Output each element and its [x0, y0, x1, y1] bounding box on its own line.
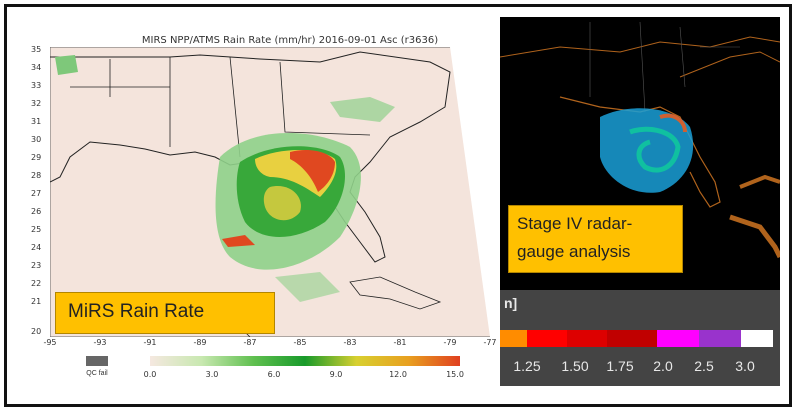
atlantic-coast — [679, 51, 780, 78]
lat-tick: 35 — [31, 45, 42, 54]
rain-heavy — [659, 113, 687, 133]
rain-spiral-band — [222, 235, 255, 247]
mirs-title: MIRS NPP/ATMS Rain Rate (mm/hr) 2016-09-… — [141, 35, 439, 46]
lat-tick: 28 — [31, 171, 42, 180]
colorbar-tick: 3.0 — [205, 370, 219, 379]
lat-tick: 25 — [31, 225, 42, 234]
qc-fail-swatch — [86, 356, 108, 366]
colorbar-tick: 6.0 — [267, 370, 281, 379]
rain-core — [290, 150, 335, 192]
legend-tick: 2.0 — [653, 358, 673, 374]
stage-iv-label-box: Stage IV radar- gauge analysis — [508, 205, 683, 273]
lat-tick: 22 — [31, 279, 42, 288]
lat-tick: 23 — [31, 261, 42, 270]
coastline — [50, 51, 451, 263]
lon-tick: -93 — [93, 338, 107, 347]
lat-tick: 31 — [31, 117, 42, 126]
qc-fail-label: QC fail — [86, 370, 108, 377]
rain-northeast — [330, 97, 395, 122]
rain-south — [275, 272, 340, 302]
lat-tick: 20 — [31, 327, 42, 336]
lon-tick: -79 — [443, 338, 457, 347]
coastline-north — [500, 36, 780, 58]
mirs-label: MiRS Rain Rate — [68, 301, 205, 322]
stage-iv-svg — [500, 21, 780, 259]
state-borders — [70, 56, 371, 158]
mirs-rain-rate-map — [50, 47, 500, 337]
lat-tick: 34 — [31, 63, 42, 72]
coast-east — [739, 174, 780, 189]
lon-tick: -91 — [143, 338, 157, 347]
lon-tick: -83 — [343, 338, 357, 347]
legend-tick: 1.50 — [561, 358, 589, 374]
mirs-label-box: MiRS Rain Rate — [55, 292, 275, 334]
legend-tick: 1.75 — [606, 358, 634, 374]
lat-tick: 32 — [31, 99, 42, 108]
legend-swatch — [607, 330, 657, 347]
legend-swatch — [527, 330, 567, 347]
state-borders-right — [589, 21, 740, 113]
colorbar-tick: 15.0 — [446, 370, 464, 379]
colorbar-tick: 0.0 — [143, 370, 157, 379]
rain-rate-colorbar — [150, 356, 460, 366]
legend-swatch — [500, 330, 527, 347]
lon-tick: -89 — [193, 338, 207, 347]
bahamas-coast — [729, 214, 780, 259]
legend-partial-label: n] — [504, 295, 518, 311]
colorbar-tick: 12.0 — [389, 370, 407, 379]
stage-iv-label-line2: gauge analysis — [517, 242, 631, 261]
legend-swatch — [741, 330, 773, 347]
lat-tick: 29 — [31, 153, 42, 162]
cuba-outline — [349, 276, 442, 310]
legend-tick: 1.25 — [513, 358, 541, 374]
lon-tick: -77 — [483, 338, 497, 347]
colorbar-tick: 9.0 — [329, 370, 343, 379]
lat-tick: 30 — [31, 135, 42, 144]
rain-spiral — [629, 126, 681, 173]
rain-eye-band — [263, 186, 301, 221]
legend-swatch — [699, 330, 741, 347]
lon-tick: -87 — [243, 338, 257, 347]
rain-nw-corner — [55, 55, 78, 75]
lon-tick: -81 — [393, 338, 407, 347]
legend-swatch — [657, 330, 699, 347]
lat-tick: 21 — [31, 297, 42, 306]
lon-tick: -85 — [293, 338, 307, 347]
legend-tick: 2.5 — [694, 358, 714, 374]
swath-edge — [450, 47, 500, 337]
lat-tick: 26 — [31, 207, 42, 216]
legend-tick: 3.0 — [735, 358, 755, 374]
rain-swirl — [600, 108, 694, 193]
lon-tick: -95 — [43, 338, 57, 347]
lat-tick: 27 — [31, 189, 42, 198]
lat-tick: 24 — [31, 243, 42, 252]
figure-frame — [4, 4, 792, 407]
stage-iv-label-line1: Stage IV radar- — [517, 214, 633, 233]
lat-tick: 33 — [31, 81, 42, 90]
legend-swatch — [567, 330, 607, 347]
